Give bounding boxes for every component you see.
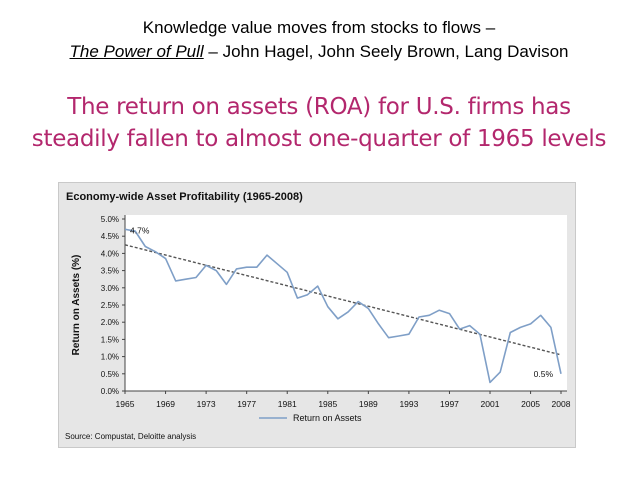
source-note: Source: Compustat, Deloitte analysis xyxy=(65,432,196,441)
x-tick-label: 1981 xyxy=(278,399,297,409)
x-tick-label: 1969 xyxy=(156,399,175,409)
x-tick-label: 1977 xyxy=(237,399,256,409)
x-tick-label: 1993 xyxy=(399,399,418,409)
x-tick-label: 1989 xyxy=(359,399,378,409)
legend: Return on Assets xyxy=(259,413,362,423)
headline-line1: The return on assets (ROA) for U.S. firm… xyxy=(67,94,571,120)
slide-title-line2: The Power of Pull – John Hagel, John See… xyxy=(0,40,638,64)
y-tick-label: 0.0% xyxy=(101,387,119,396)
x-tick-label: 2001 xyxy=(481,399,500,409)
series-line-return-on-assets xyxy=(124,228,562,384)
y-tick-label: 1.5% xyxy=(101,335,119,344)
y-tick-label: 3.0% xyxy=(101,284,119,293)
y-tick-label: 2.5% xyxy=(101,301,119,310)
book-title: The Power of Pull xyxy=(69,42,204,61)
y-tick-label: 4.5% xyxy=(101,232,119,241)
y-tick-label: 4.0% xyxy=(101,249,119,258)
authors: – John Hagel, John Seely Brown, Lang Dav… xyxy=(203,42,569,61)
x-tick-label: 1973 xyxy=(197,399,216,409)
y-tick-label: 5.0% xyxy=(101,215,119,224)
x-tick-label: 1965 xyxy=(116,399,135,409)
chart-title: Economy-wide Asset Profitability (1965-2… xyxy=(66,191,303,203)
y-tick-label: 3.5% xyxy=(101,267,119,276)
y-tick-label: 0.5% xyxy=(101,370,119,379)
y-tick-label: 1.0% xyxy=(101,353,119,362)
roa-chart: Economy-wide Asset Profitability (1965-2… xyxy=(65,191,571,441)
headline-line2: steadily fallen to almost one-quarter of… xyxy=(31,126,607,152)
x-tick-label: 1985 xyxy=(318,399,337,409)
y-axis-label: Return on Assets (%) xyxy=(71,255,82,356)
legend-label: Return on Assets xyxy=(293,413,362,423)
slide-title-line1: Knowledge value moves from stocks to flo… xyxy=(142,18,496,37)
x-tick-label: 1997 xyxy=(440,399,459,409)
y-tick-label: 2.0% xyxy=(101,318,119,327)
data-label: 4.7% xyxy=(130,225,150,235)
x-tick-label: 2008 xyxy=(552,399,571,409)
x-tick-label: 2005 xyxy=(521,399,540,409)
data-label: 0.5% xyxy=(534,369,554,379)
chart-figure: Economy-wide Asset Profitability (1965-2… xyxy=(58,182,576,448)
plot-area xyxy=(125,215,567,391)
